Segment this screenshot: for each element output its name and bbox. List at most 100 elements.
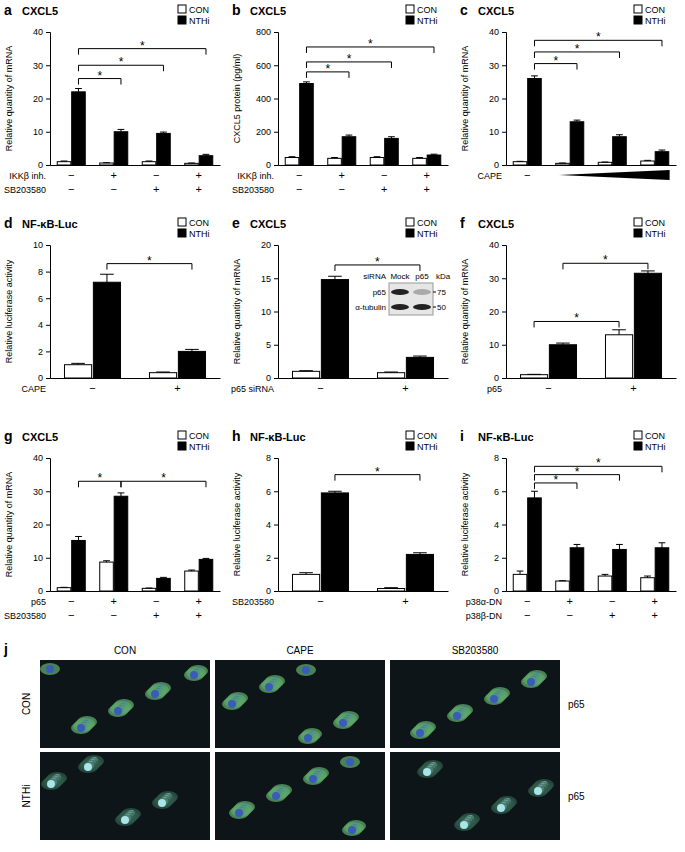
axis-line — [502, 459, 507, 592]
legend-swatch — [178, 16, 186, 24]
legend-swatch — [406, 218, 414, 226]
error-cap — [574, 544, 581, 545]
error-bar — [303, 82, 310, 84]
tick-mark — [46, 272, 50, 273]
error-cap — [616, 134, 623, 135]
y-axis: 010203040 — [33, 453, 51, 596]
tick: 10 — [261, 307, 278, 317]
y-axis: 010203040 — [489, 240, 507, 383]
tick-mark — [274, 245, 278, 246]
significance-label: * — [368, 37, 373, 51]
bar — [598, 576, 612, 591]
tick-label: 0 — [494, 586, 499, 596]
tick-mark — [46, 245, 50, 246]
row-label: p65 — [487, 384, 502, 394]
error-bar — [384, 587, 398, 589]
row-label: CON — [21, 693, 32, 715]
tick: 20 — [489, 94, 506, 104]
cell-nucleus — [339, 719, 347, 727]
legend-label: CON — [645, 218, 665, 228]
error-bar — [103, 561, 110, 562]
tick-label: 30 — [33, 61, 43, 71]
tick: 0 — [38, 160, 50, 170]
plot-area — [520, 271, 661, 378]
axis-line — [502, 246, 507, 379]
column-label: CON — [114, 645, 136, 656]
error-cap — [289, 156, 296, 157]
row-value: + — [196, 183, 202, 195]
row-value: − — [296, 169, 302, 181]
cell-nucleus — [190, 671, 198, 679]
cell-body — [447, 710, 467, 722]
tick-label: 10 — [33, 240, 43, 250]
axis-line — [274, 33, 279, 166]
legend-label: CON — [189, 218, 209, 228]
bar — [100, 562, 114, 591]
tick-label: 0 — [38, 373, 43, 383]
chart-title: CXCL5 — [478, 5, 514, 17]
bar — [370, 158, 384, 165]
row-value: − — [524, 169, 530, 181]
legend-label: CON — [189, 5, 209, 15]
y-axis: 010203040 — [489, 27, 507, 170]
tick-mark — [502, 458, 506, 459]
row-value: + — [567, 595, 573, 607]
bar — [142, 162, 156, 165]
panel-letter: i — [460, 428, 464, 444]
error-cap — [531, 75, 538, 76]
legend-swatch — [178, 218, 186, 226]
axis-line — [274, 459, 279, 592]
tick: 400 — [256, 94, 278, 104]
error-bar — [118, 493, 125, 496]
row-value: + — [402, 595, 408, 607]
panel: hNF-κB-LucRelative luciferase activity02… — [232, 428, 449, 607]
cell-body — [417, 766, 437, 778]
tick: 0 — [38, 373, 50, 383]
error-cap — [616, 544, 623, 545]
bar — [377, 589, 404, 591]
row-value: + — [652, 609, 658, 621]
tick: 20 — [33, 520, 50, 530]
row-value: + — [196, 169, 202, 181]
marker-tick — [433, 307, 436, 308]
row-value: + — [381, 183, 387, 195]
axis-line — [274, 246, 279, 379]
cell-nucleus — [114, 707, 122, 715]
row-value: − — [153, 169, 159, 181]
error-bar — [574, 120, 581, 122]
error-bar — [612, 330, 626, 335]
bar — [93, 282, 120, 378]
y-axis-title: Relative quantity of mRNA — [4, 46, 14, 152]
panel: cCXCL5Relative quantity of mRNA010203040… — [460, 2, 677, 181]
bar — [556, 163, 570, 165]
bar — [605, 335, 632, 378]
tick-mark — [502, 558, 506, 559]
tick-label: 40 — [33, 27, 43, 37]
legend-swatch — [178, 431, 186, 439]
tick: 30 — [33, 61, 50, 71]
row-value: − — [524, 609, 530, 621]
error-cap — [156, 372, 170, 373]
tick-label: 5 — [266, 340, 271, 350]
cell-nucleus — [534, 787, 542, 795]
error-cap — [659, 542, 666, 543]
row-value: − — [68, 595, 74, 607]
axis-line — [507, 591, 677, 592]
tick-mark — [502, 32, 506, 33]
error-cap — [574, 120, 581, 121]
tick-mark — [502, 165, 506, 166]
blot-inset: siRNAMockp65kDap6575α-tubulin50 — [355, 272, 451, 315]
legend-label: CON — [417, 218, 437, 228]
legend-swatch — [634, 16, 642, 24]
tick-label: 0 — [38, 586, 43, 596]
error-bar — [160, 577, 167, 579]
error-bar — [388, 137, 395, 139]
panel-letter: g — [4, 428, 13, 444]
tick-mark — [274, 165, 278, 166]
tick-label: 6 — [266, 487, 271, 497]
tick-mark — [46, 558, 50, 559]
bar — [641, 578, 655, 591]
tick-label: 600 — [256, 61, 271, 71]
bar — [199, 559, 213, 591]
micrograph-background — [40, 660, 210, 748]
